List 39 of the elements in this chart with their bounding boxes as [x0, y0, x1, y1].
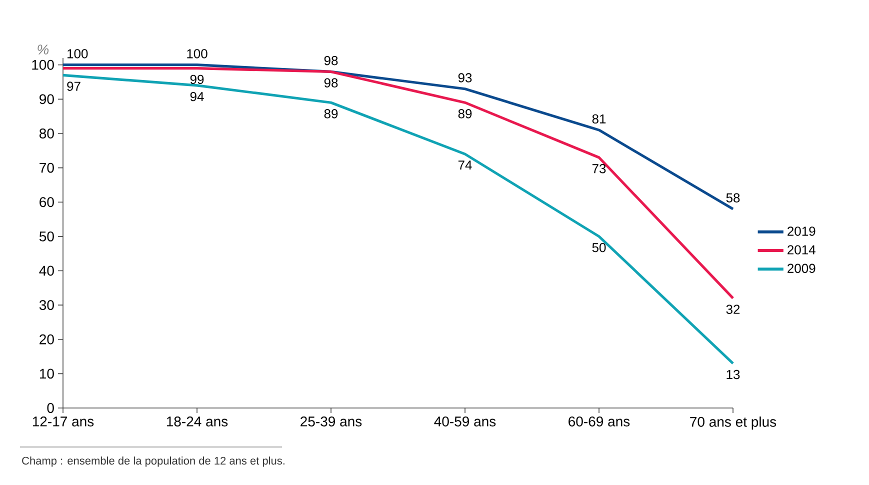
legend-label: 2019 — [788, 226, 816, 236]
x-tick-label: 25-39 ans — [300, 416, 362, 426]
y-tick-label: 60 — [40, 197, 54, 208]
y-tick-label: 90 — [40, 94, 54, 104]
text: Champ : ensemble de la population de 12 ans et plus. — [22, 456, 284, 467]
data-label: 58 — [726, 193, 740, 202]
data-label: 100 — [187, 49, 208, 58]
y-tick-label: 30 — [39, 300, 54, 310]
data-label: 89 — [324, 109, 338, 118]
data-label: 97 — [67, 82, 80, 91]
y-tick-label: 80 — [40, 128, 54, 138]
data-label: 32 — [726, 304, 740, 314]
data-label: 89 — [458, 109, 472, 118]
y-axis-title: % — [38, 44, 49, 54]
data-label: 81 — [592, 114, 606, 124]
data-label: 73 — [592, 164, 606, 174]
x-tick-label: 70 ans et plus — [690, 416, 776, 430]
data-label: 50 — [592, 242, 606, 252]
data-label: 93 — [458, 73, 472, 82]
x-tick-label: 12-17 ans — [32, 416, 94, 426]
data-label: 100 — [68, 49, 88, 58]
data-label: 94 — [190, 92, 204, 102]
legend-label: 2009 — [788, 264, 816, 273]
data-label: 98 — [324, 78, 338, 88]
x-tick-label: 40-59 ans — [434, 416, 496, 426]
data-label: 98 — [324, 56, 338, 66]
y-tick-label: 100 — [32, 60, 54, 70]
data-label: 13 — [726, 370, 740, 380]
y-tick-label: 20 — [40, 334, 54, 344]
y-tick-label: 40 — [39, 266, 54, 276]
legend-label: 2014 — [788, 245, 816, 254]
x-tick-label: 60-69 ans — [568, 416, 630, 426]
x-tick-label: 18-24 ans — [166, 416, 228, 426]
y-tick-label: 50 — [39, 231, 54, 242]
y-tick-label: 70 — [40, 162, 54, 173]
data-label: 74 — [458, 160, 472, 170]
y-tick-label: 10 — [40, 368, 54, 379]
y-tick-label: 0 — [47, 403, 54, 413]
data-label: 99 — [190, 74, 204, 84]
